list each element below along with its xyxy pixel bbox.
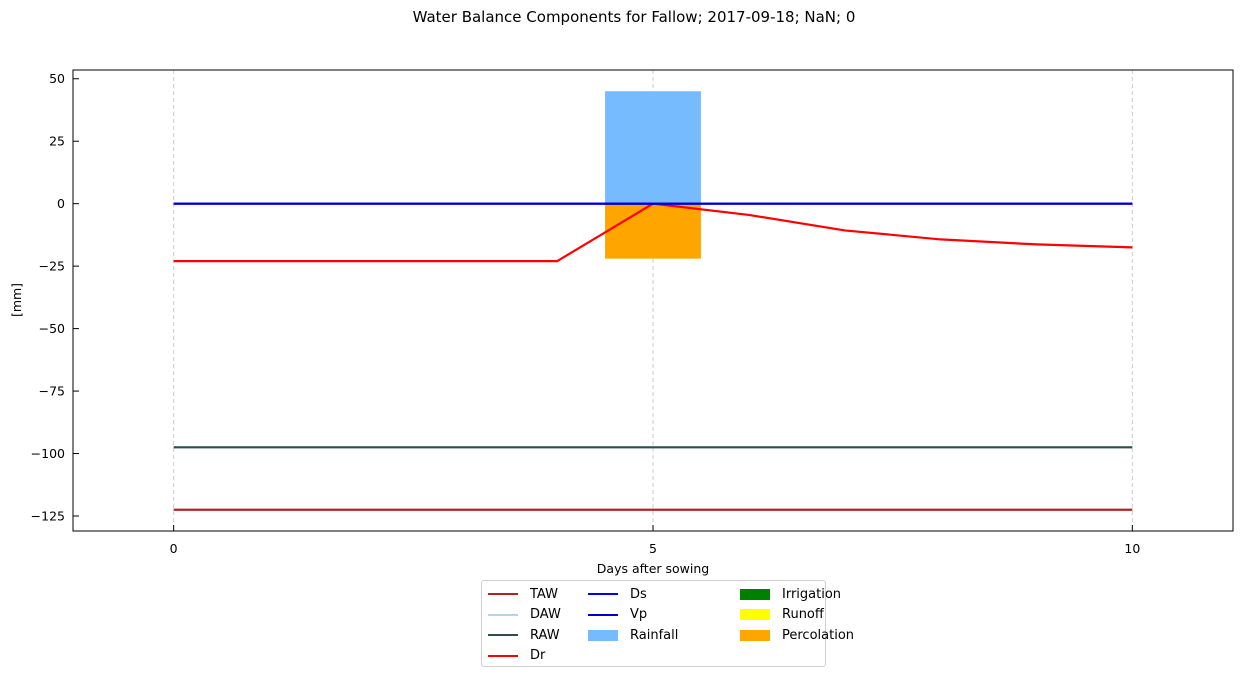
tick-layer: 0 5 10 50 25 0 −25 −50 −75 −100 −125 xyxy=(31,71,1141,556)
legend-item-ds: Ds xyxy=(588,584,647,604)
y-tick-label: −25 xyxy=(39,259,65,274)
legend-label: Vp xyxy=(630,607,648,622)
bar-percolation xyxy=(605,203,701,259)
legend-swatch xyxy=(588,593,618,595)
legend-item-dr: Dr xyxy=(488,646,545,666)
legend-label: Ds xyxy=(630,586,647,602)
legend-item-taw: TAW xyxy=(488,584,558,604)
legend-swatch xyxy=(488,654,518,657)
y-axis-label: [mm] xyxy=(9,283,24,317)
legend-item-rainfall: Rainfall xyxy=(588,625,678,645)
legend-swatch xyxy=(588,629,618,641)
legend-item-raw: RAW xyxy=(488,625,560,645)
x-tick-label: 10 xyxy=(1124,541,1140,556)
legend: TAW DAW RAW Dr Ds Vp Rainfall Irrigation Runoff P… xyxy=(481,580,854,667)
y-tick-label: 25 xyxy=(49,134,65,149)
legend-label: DAW xyxy=(530,607,561,622)
bar-rainfall xyxy=(605,91,701,204)
legend-item-daw: DAW xyxy=(488,605,561,625)
chart-title: Water Balance Components for Fallow; 201… xyxy=(413,8,856,26)
legend-label: Dr xyxy=(530,648,546,663)
y-tick-label: 50 xyxy=(49,71,65,86)
legend-item-vp: Vp xyxy=(588,605,647,625)
legend-label: TAW xyxy=(530,586,558,602)
line-layer xyxy=(173,202,1133,511)
y-tick-label: −75 xyxy=(39,384,65,399)
x-tick-label: 5 xyxy=(649,541,657,556)
y-tick-label: −100 xyxy=(31,446,65,461)
legend-label: Runoff xyxy=(782,607,824,622)
y-tick-label: 0 xyxy=(57,196,65,211)
y-tick-label: −125 xyxy=(31,509,65,524)
legend-swatch xyxy=(740,588,770,600)
legend-item-irrigation: Irrigation xyxy=(740,584,841,604)
legend-label: Percolation xyxy=(782,627,855,643)
x-axis-label: Days after sowing xyxy=(597,561,709,576)
legend-swatch xyxy=(488,593,518,595)
legend-label: Rainfall xyxy=(630,627,679,643)
legend-swatch xyxy=(740,609,770,620)
legend-label: RAW xyxy=(530,627,560,643)
legend-swatch xyxy=(588,613,618,616)
bar-layer xyxy=(605,91,701,259)
x-tick-label: 0 xyxy=(170,541,178,556)
legend-swatch xyxy=(740,629,770,641)
y-tick-label: −50 xyxy=(39,321,65,336)
legend-item-percolation: Percolation xyxy=(740,625,854,645)
legend-label: Irrigation xyxy=(782,586,842,602)
legend-swatch xyxy=(488,613,518,616)
legend-item-runoff: Runoff xyxy=(740,605,824,625)
legend-swatch xyxy=(488,634,518,636)
